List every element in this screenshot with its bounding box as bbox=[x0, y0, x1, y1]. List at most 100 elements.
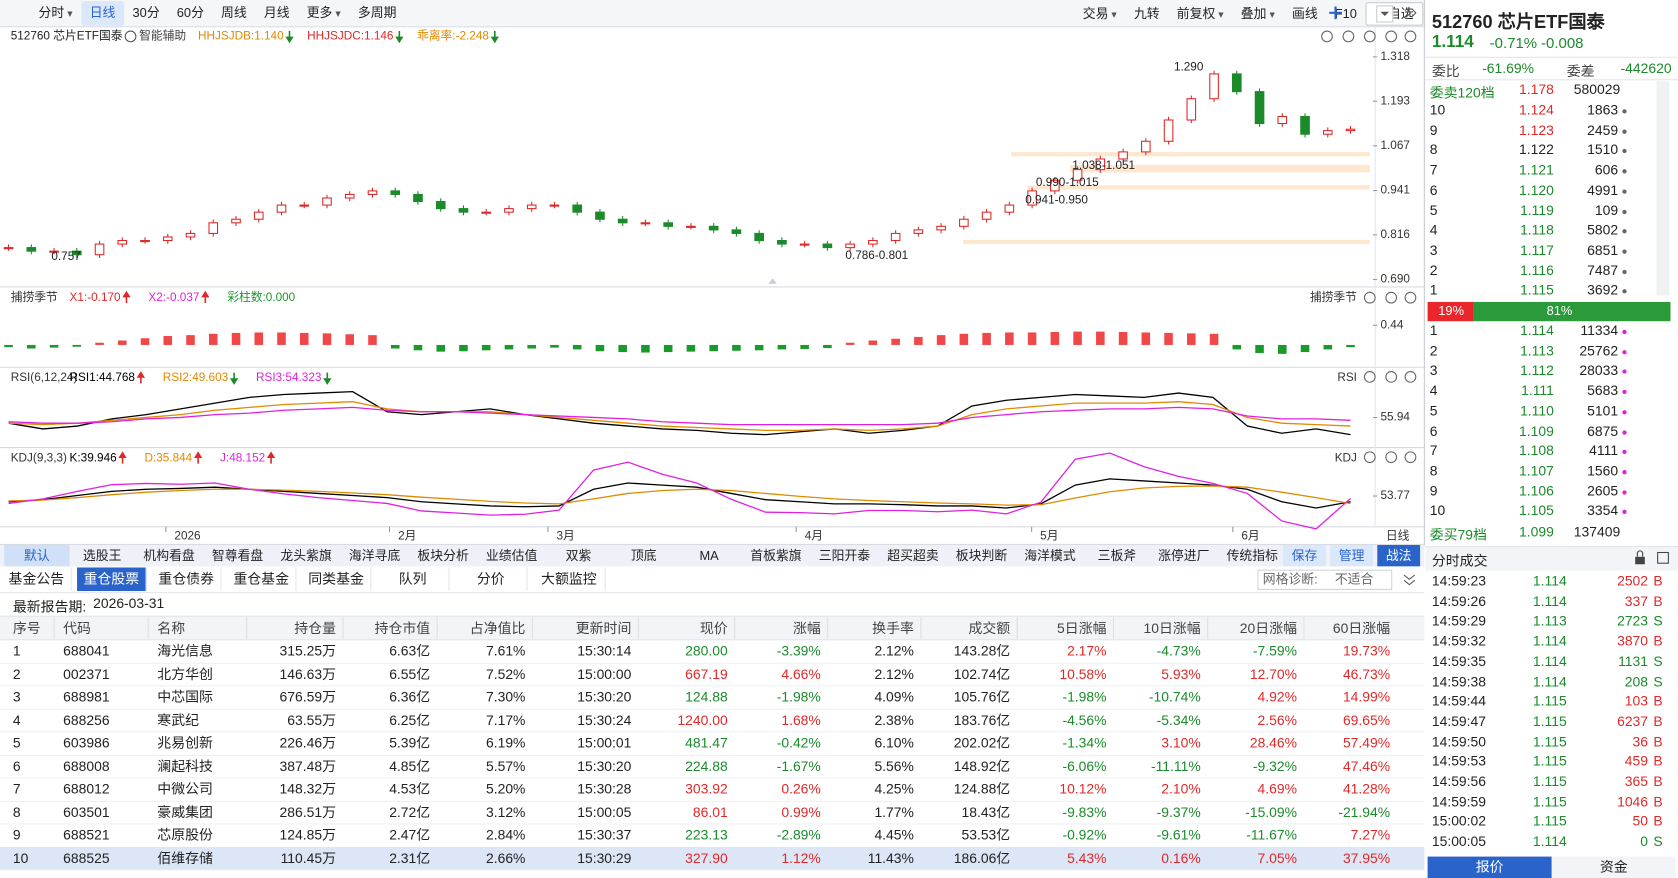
toolbar-button[interactable]: 30分 bbox=[132, 5, 160, 21]
tab[interactable]: 涨停进厂 bbox=[1158, 548, 1210, 564]
sub-tab[interactable]: 分价 bbox=[455, 567, 528, 592]
table-cell: 303.92 bbox=[685, 780, 728, 797]
toolbar-button[interactable]: 月线 bbox=[263, 5, 290, 21]
sub-tab[interactable]: 重仓债券 bbox=[152, 567, 222, 592]
capture-bar bbox=[254, 332, 264, 345]
column-header[interactable]: 序号 bbox=[12, 619, 41, 637]
tab[interactable]: 业绩估值 bbox=[485, 548, 538, 564]
table-row[interactable]: 8 603501 豪威集团 286.51万 2.72亿 3.12% 15:00:05 86.0… bbox=[0, 800, 1425, 825]
order-dot bbox=[1622, 489, 1627, 495]
tab[interactable]: 顶底 bbox=[630, 548, 657, 564]
column-header[interactable]: 持仓市值 bbox=[374, 619, 431, 637]
tab[interactable]: 智尊看盘 bbox=[211, 548, 264, 564]
table-cell: 688256 bbox=[63, 711, 110, 728]
tab[interactable]: 海洋模式 bbox=[1024, 548, 1076, 564]
tab[interactable]: 龙头紫旗 bbox=[280, 548, 332, 564]
order-dot bbox=[1622, 509, 1627, 515]
column-sep bbox=[920, 616, 922, 640]
expand-icon[interactable] bbox=[1404, 5, 1419, 20]
toolbar-button[interactable]: 日线 bbox=[81, 1, 124, 26]
column-header[interactable]: 10日涨幅 bbox=[1143, 619, 1201, 637]
column-sep bbox=[637, 616, 639, 640]
table-cell: -9.32% bbox=[1252, 757, 1298, 774]
quote-bg bbox=[1425, 0, 1678, 878]
toolbar-button[interactable]: 更多 bbox=[298, 1, 349, 27]
tab[interactable]: 板块分析 bbox=[417, 548, 469, 564]
toolbar-button[interactable]: F10 bbox=[1334, 6, 1357, 22]
toolbar-button[interactable]: 60分 bbox=[176, 5, 204, 21]
tab[interactable]: 选股王 bbox=[82, 548, 122, 564]
candle bbox=[504, 208, 514, 213]
column-header[interactable]: 换手率 bbox=[872, 619, 914, 637]
column-header[interactable]: 20日涨幅 bbox=[1239, 619, 1298, 637]
sub-tab[interactable]: 重仓股票 bbox=[77, 567, 147, 592]
tab[interactable]: 海洋寻底 bbox=[348, 548, 401, 564]
table-row[interactable]: 3 688981 中芯国际 676.59万 6.36亿 7.30% 15:30:20 124.… bbox=[0, 685, 1425, 710]
trade-volume: 208 bbox=[1624, 672, 1649, 690]
toolbar-button[interactable]: 前复权 bbox=[1168, 2, 1232, 28]
toolbar-button[interactable]: 分时 bbox=[30, 1, 81, 27]
trend-arrow bbox=[323, 372, 332, 385]
sub-tab[interactable]: 同类基金 bbox=[302, 567, 372, 592]
table-row[interactable]: 2 002371 北方华创 146.63万 6.55亿 7.52% 15:00:00 667.… bbox=[0, 662, 1425, 687]
tab[interactable]: 三阳开泰 bbox=[818, 548, 871, 564]
table-row[interactable]: 4 688256 寒武纪 63.55万 6.25亿 7.17% 15:30:24 1240.0… bbox=[0, 708, 1425, 733]
tab[interactable]: 三板斧 bbox=[1097, 548, 1137, 564]
table-row[interactable]: 7 688012 中微公司 148.32万 4.53亿 5.20% 15:30:28 303.… bbox=[0, 777, 1425, 802]
table-cell: 2.12% bbox=[874, 642, 914, 659]
toolbar-button[interactable]: 周线 bbox=[221, 5, 247, 21]
candle bbox=[595, 211, 605, 220]
quote-change-pct: -0.71% bbox=[1489, 34, 1538, 52]
toolbar-button[interactable]: 画线 bbox=[1291, 6, 1318, 22]
table-cell: 10.12% bbox=[1059, 780, 1107, 797]
column-header[interactable]: 成交额 bbox=[968, 619, 1011, 637]
column-header[interactable]: 现价 bbox=[699, 619, 728, 637]
table-row[interactable]: 5 603986 兆易创新 226.46万 5.39亿 6.19% 15:00:01 481.… bbox=[0, 731, 1425, 756]
date-label: 2月 bbox=[398, 530, 416, 543]
table-row[interactable]: 1 688041 海光信息 315.25万 6.63亿 7.61% 15:30:14 280.… bbox=[0, 639, 1425, 664]
column-header[interactable]: 60日涨幅 bbox=[1332, 619, 1391, 637]
sub-tab[interactable]: 基金公告 bbox=[2, 567, 72, 592]
capture-bar bbox=[1232, 344, 1242, 350]
bottom-tab[interactable]: 资金 bbox=[1551, 856, 1676, 878]
candle bbox=[208, 222, 219, 234]
toolbar-button[interactable]: 交易 bbox=[1074, 2, 1125, 28]
toolbar-button[interactable]: 九转 bbox=[1133, 6, 1160, 22]
column-header[interactable]: 持仓量 bbox=[294, 619, 337, 637]
tab[interactable]: 传统指标 bbox=[1226, 548, 1278, 564]
table-row[interactable]: 10 688525 佰维存储 110.45万 2.31亿 2.66% 15:30:29 327… bbox=[0, 846, 1425, 871]
dropdown-icon[interactable] bbox=[1376, 5, 1394, 23]
table-row[interactable]: 9 688521 芯原股份 124.85万 2.47亿 2.84% 15:30:37 223.… bbox=[0, 823, 1425, 848]
toolbar-button[interactable]: 叠加 bbox=[1232, 2, 1283, 28]
column-header[interactable]: 5日涨幅 bbox=[1057, 619, 1107, 637]
tab[interactable]: 机构看盘 bbox=[143, 548, 195, 564]
sub-tab[interactable]: 重仓基金 bbox=[227, 567, 297, 592]
capture-bar bbox=[1141, 332, 1151, 345]
quote-title: 512760 芯片ETF国泰 bbox=[1431, 11, 1605, 33]
table-cell: 2.66% bbox=[485, 849, 526, 866]
grid-diagnosis[interactable]: 网格诊断: 不适合 bbox=[1257, 569, 1393, 590]
candle bbox=[140, 239, 150, 243]
tab-action[interactable]: 保存 bbox=[1283, 545, 1326, 567]
column-header[interactable]: 代码 bbox=[63, 619, 91, 637]
tab[interactable]: 板块判断 bbox=[955, 548, 1008, 564]
tab[interactable]: MA bbox=[699, 548, 719, 564]
tab[interactable]: 默认 bbox=[4, 545, 70, 567]
table-row[interactable]: 6 688008 澜起科技 387.48万 4.85亿 5.57% 15:30:20 224.… bbox=[0, 754, 1425, 779]
toolbar-button[interactable]: 多周期 bbox=[357, 5, 397, 21]
tab-action[interactable]: 管理 bbox=[1330, 545, 1373, 567]
bottom-tab[interactable]: 报价 bbox=[1427, 856, 1552, 878]
column-header[interactable]: 名称 bbox=[157, 619, 186, 637]
tab-action[interactable]: 战法 bbox=[1377, 545, 1421, 567]
column-header[interactable]: 更新时间 bbox=[575, 619, 632, 637]
tab[interactable]: 首板紫旗 bbox=[750, 548, 802, 564]
collapse-icon[interactable] bbox=[1402, 572, 1417, 587]
sub-tab[interactable]: 大额监控 bbox=[533, 567, 606, 592]
tab[interactable]: 超买超卖 bbox=[887, 548, 939, 564]
column-header[interactable]: 占净值比 bbox=[469, 619, 526, 637]
column-header[interactable]: 涨幅 bbox=[792, 619, 821, 637]
tab[interactable]: 双紫 bbox=[565, 548, 592, 564]
sub-tab[interactable]: 队列 bbox=[377, 567, 450, 592]
capture-bar bbox=[959, 333, 969, 345]
trades-icons[interactable] bbox=[1633, 550, 1672, 565]
